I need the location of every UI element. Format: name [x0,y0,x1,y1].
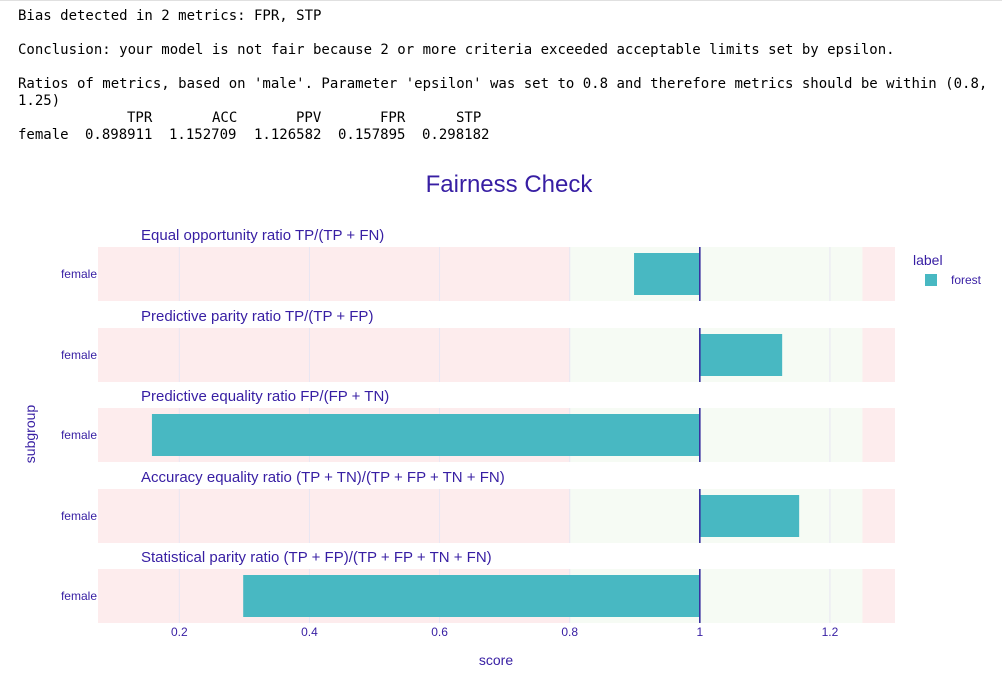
bar-forest [243,575,700,617]
table-cell-tpr: 0.898911 [85,127,153,143]
panel-predictive-parity-ratio: female Predictive parity ratio TP/(TP + F… [61,308,895,382]
unfair-zone-low [98,328,570,382]
y-tick-label: female [61,267,97,281]
bar-forest [699,334,783,376]
table-cell-ppv: 1.126582 [254,127,322,143]
table-header-fpr: FPR [380,110,406,126]
conclusion-line: Conclusion: your model is not fair becau… [18,42,895,58]
y-tick-label: female [61,589,97,603]
ratios-line: Ratios of metrics, based on 'male'. Para… [18,76,988,92]
legend-swatch-forest [925,274,937,286]
table-header-stp: STP [456,110,482,126]
panel-equal-opportunity-ratio: female Equal opportunity ratio TP/(TP + F… [61,227,895,301]
y-axis-label: subgroup [22,405,38,464]
unfair-zone-high [862,569,895,623]
y-tick-label: female [61,509,97,523]
unfair-zone-high [862,489,895,543]
ratios-line-continued: 1.25) [18,93,61,109]
x-tick-label: 0.6 [431,625,448,639]
panel-predictive-equality-ratio: female Predictive equality ratio FP/(FP +… [61,388,895,462]
x-axis-label: score [479,652,513,668]
table-cell-stp: 0.298182 [422,127,490,143]
table-header-tpr: TPR [127,110,153,126]
legend-entry-forest: forest [951,273,982,287]
bar-forest [634,253,700,295]
panel-accuracy-equality-ratio: female Accuracy equality ratio (TP + TN)/… [61,469,895,543]
unfair-zone-high [862,328,895,382]
legend-title: label [913,252,943,268]
bar-forest [151,414,700,456]
x-tick-label: 0.2 [171,625,188,639]
output-divider [0,0,1002,1]
table-header-acc: ACC [212,110,238,126]
table-header-ppv: PPV [296,110,322,126]
chart-panels: female Equal opportunity ratio TP/(TP + F… [61,227,895,623]
y-tick-label: female [61,428,97,442]
bias-line: Bias detected in 2 metrics: FPR, STP [18,8,322,24]
table-cell-acc: 1.152709 [169,127,237,143]
bar-forest [699,495,800,537]
chart-title: Fairness Check [426,171,594,198]
panel-title: Accuracy equality ratio (TP + TN)/(TP + … [141,469,505,486]
table-cell-fpr: 0.157895 [338,127,406,143]
table-row-label: female [18,127,69,143]
console-output: Bias detected in 2 metrics: FPR, STP Conc… [18,8,998,110]
unfair-zone-low [98,489,570,543]
unfair-zone-high [862,408,895,462]
panel-title: Statistical parity ratio (TP + FP)/(TP +… [141,549,492,566]
x-tick-label: 0.8 [561,625,578,639]
unfair-zone-low [98,247,570,301]
x-axis-ticks: 0.2 0.4 0.6 0.8 1 1.2 [171,625,839,639]
panel-statistical-parity-ratio: female Statistical parity ratio (TP + FP)… [61,549,895,623]
unfair-zone-high [862,247,895,301]
x-tick-label: 0.4 [301,625,318,639]
y-tick-label: female [61,348,97,362]
panel-title: Equal opportunity ratio TP/(TP + FN) [141,227,384,244]
acceptable-zone [569,247,863,301]
panel-title: Predictive parity ratio TP/(TP + FP) [141,308,373,325]
x-tick-label: 1.2 [822,625,839,639]
x-tick-label: 1 [696,625,703,639]
panel-title: Predictive equality ratio FP/(FP + TN) [141,388,389,405]
